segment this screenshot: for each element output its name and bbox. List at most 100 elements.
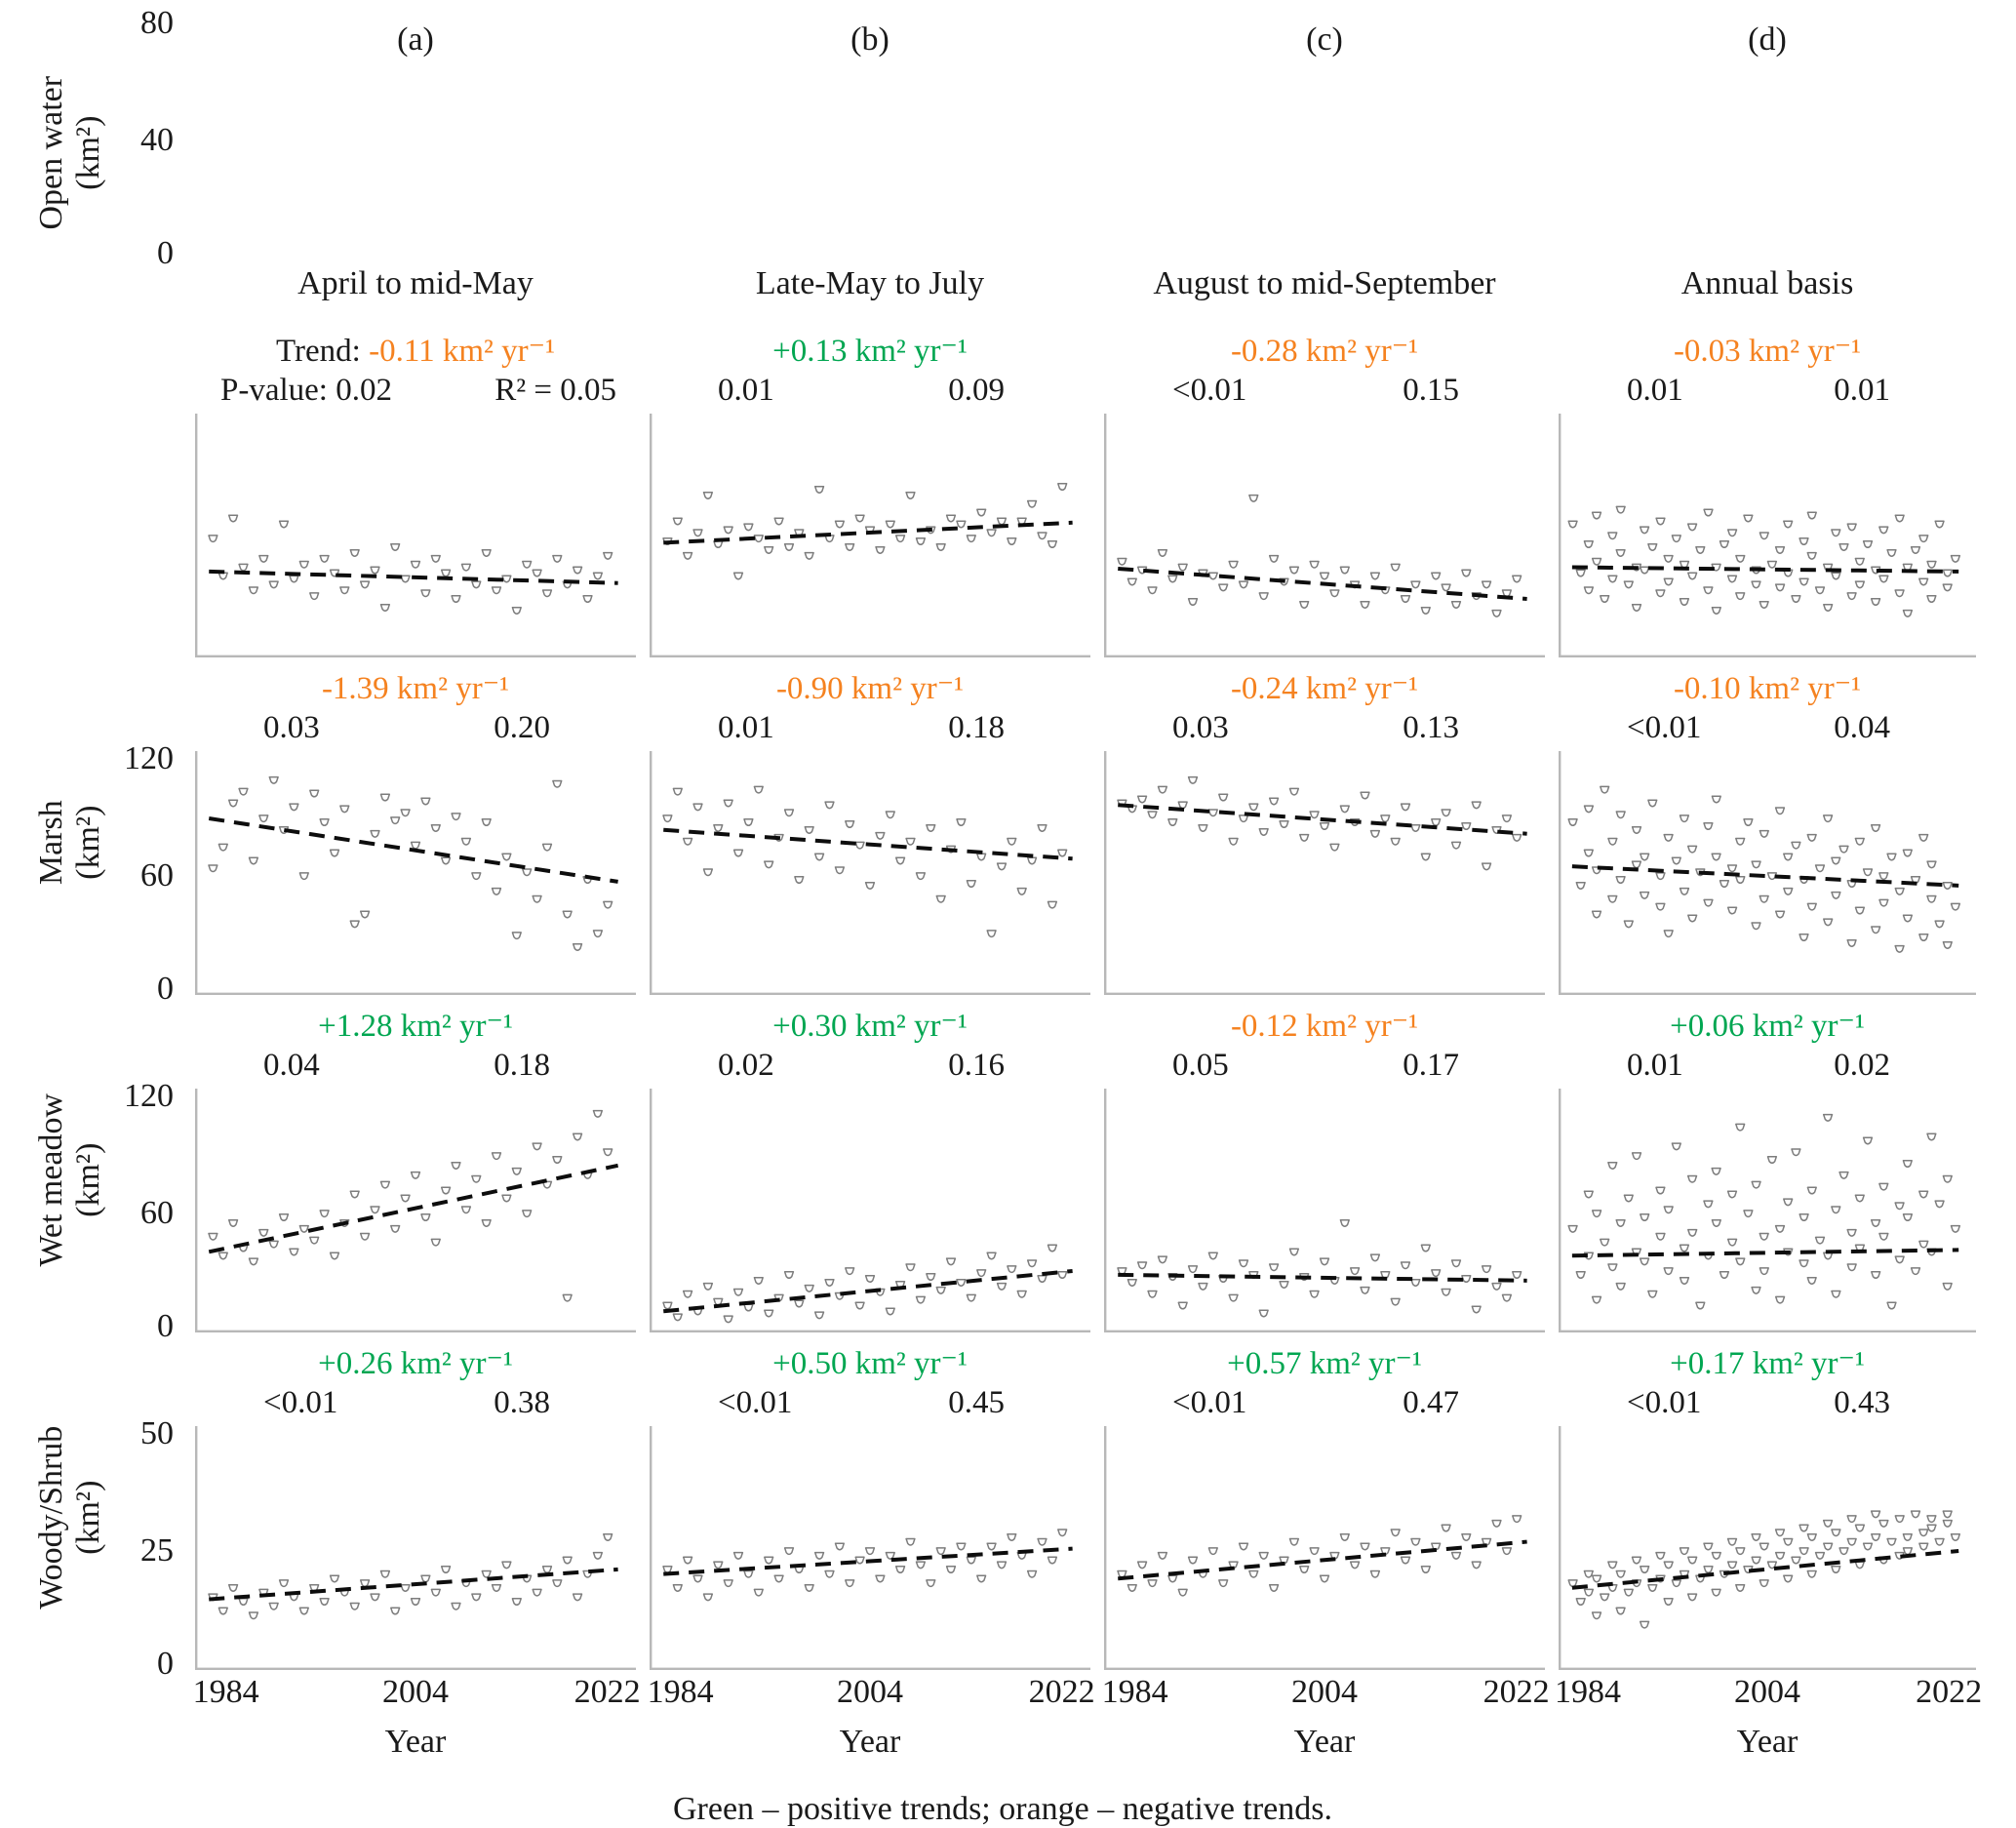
trend-annotation: -0.28 km² yr⁻¹ — [1104, 332, 1545, 371]
scatter-point — [1726, 864, 1738, 873]
scatter-point — [1910, 545, 1921, 554]
scatter-point — [672, 787, 683, 796]
scatter-point — [501, 1561, 512, 1570]
y-tick: 50 — [140, 1415, 174, 1451]
trend-annotation: Trend: -0.11 km² yr⁻¹ — [276, 334, 555, 369]
scatter-point — [1686, 1174, 1698, 1183]
scatter-point — [359, 910, 371, 919]
column-tag-a: (a) — [397, 21, 434, 58]
scatter-point — [511, 1167, 522, 1175]
scatter-point — [1703, 586, 1714, 595]
scatter-point — [1187, 1265, 1199, 1274]
scatter-point — [743, 1570, 754, 1578]
p-value: 0.03 — [263, 710, 320, 745]
scatter-point — [834, 520, 846, 529]
scatter-point — [753, 535, 764, 543]
scatter-point — [1640, 853, 1650, 861]
scatter-point — [481, 1218, 492, 1227]
scatter-point — [915, 1561, 927, 1570]
scatter-point — [471, 580, 482, 589]
scatter-point — [1501, 815, 1513, 823]
scatter-point — [723, 799, 733, 808]
r2-value: 0.17 — [1403, 1048, 1459, 1083]
trend-value: +1.28 km² yr⁻¹ — [318, 1009, 513, 1044]
r2-value: 0.13 — [1403, 710, 1459, 745]
scatter-point — [298, 1224, 309, 1233]
scatter-point — [420, 797, 431, 806]
scatter-point — [1319, 572, 1330, 580]
scatter-point — [1854, 1524, 1866, 1532]
column-tag-b: (b) — [850, 21, 889, 58]
scatter-point — [258, 1228, 269, 1237]
scatter-point — [238, 1598, 249, 1607]
scatter-point — [1450, 1259, 1462, 1268]
r2-value: 0.01 — [1834, 373, 1890, 408]
scatter-point — [460, 563, 472, 572]
scatter-point — [783, 809, 795, 817]
scatter-point — [1838, 845, 1849, 854]
scatter-point — [1806, 1532, 1817, 1541]
scatter-point — [1831, 891, 1841, 899]
scatter-point — [1823, 1542, 1834, 1551]
scatter-point — [1686, 523, 1698, 532]
scatter-point — [915, 537, 927, 546]
scatter-point — [289, 1248, 299, 1256]
scatter-point — [1309, 560, 1320, 569]
scatter-point — [864, 881, 876, 890]
scatter-point — [501, 853, 512, 861]
scatter-plot — [650, 1426, 1090, 1670]
stats-annotation: <0.01 0.38 — [195, 1383, 636, 1422]
scatter-point — [1268, 797, 1280, 806]
scatter-point — [1047, 1244, 1058, 1252]
scatter-point — [1870, 598, 1881, 607]
scatter-point — [1238, 580, 1249, 589]
scatter-point — [1288, 787, 1300, 796]
scatter-point — [1218, 583, 1229, 592]
scatter-point — [1491, 609, 1502, 617]
scatter-point — [1918, 934, 1929, 942]
scatter-point — [1147, 1290, 1158, 1298]
scatter-point — [1751, 922, 1761, 931]
scatter-point — [1831, 856, 1841, 865]
scatter-point — [410, 841, 421, 850]
scatter-point — [986, 930, 997, 938]
scatter-point — [845, 542, 855, 551]
scatter-point — [1759, 1542, 1769, 1551]
scatter-point — [1607, 894, 1618, 903]
scatter-plot — [195, 414, 636, 657]
scatter-point — [1167, 1574, 1178, 1583]
scatter-point — [1711, 853, 1721, 861]
scatter-point — [603, 900, 613, 909]
scatter-point — [227, 799, 239, 808]
scatter-point — [390, 542, 401, 551]
scatter-point — [1136, 1561, 1148, 1570]
scatter-point — [804, 1284, 814, 1292]
scatter-point — [1639, 891, 1650, 899]
scatter-point — [227, 1218, 239, 1227]
scatter-point — [1431, 1269, 1442, 1278]
scatter-point — [1248, 494, 1259, 502]
scatter-point — [1157, 548, 1168, 557]
x-tick: 2004 — [1734, 1674, 1800, 1710]
scatter-point — [1870, 1510, 1881, 1519]
p-value: <0.01 — [1172, 373, 1247, 408]
scatter-point — [420, 1574, 431, 1583]
scatter-point — [1339, 1218, 1350, 1227]
scatter-point — [1942, 1510, 1953, 1519]
scatter-point — [723, 1315, 733, 1324]
scatter-point — [1774, 583, 1786, 592]
trend-line — [1118, 1539, 1527, 1581]
scatter-point — [410, 1598, 421, 1607]
scatter-point — [976, 1269, 987, 1278]
scatter-point — [278, 1579, 290, 1588]
scatter-point — [1420, 853, 1431, 861]
scatter-point — [1783, 1198, 1794, 1207]
scatter-point — [1640, 566, 1650, 575]
scatter-point — [379, 793, 391, 802]
scatter-point — [1187, 598, 1199, 607]
scatter-point — [702, 491, 714, 499]
x-axis-ticks: 1984 2004 2022 — [1555, 1670, 1982, 1715]
scatter-point — [359, 1579, 371, 1588]
scatter-point — [298, 1607, 309, 1615]
scatter-point — [1228, 1293, 1239, 1302]
